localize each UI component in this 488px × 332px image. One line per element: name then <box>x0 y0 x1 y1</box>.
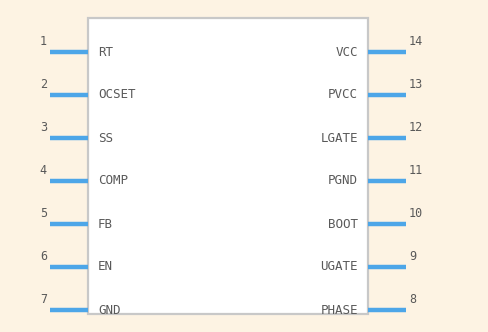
Text: 9: 9 <box>409 250 416 263</box>
Text: PVCC: PVCC <box>328 89 358 102</box>
Text: 1: 1 <box>40 35 47 48</box>
Text: LGATE: LGATE <box>321 131 358 144</box>
Text: SS: SS <box>98 131 113 144</box>
Text: VCC: VCC <box>336 45 358 58</box>
Text: 2: 2 <box>40 78 47 91</box>
Text: 14: 14 <box>409 35 423 48</box>
Text: RT: RT <box>98 45 113 58</box>
Text: 5: 5 <box>40 207 47 220</box>
Text: 11: 11 <box>409 164 423 177</box>
Text: COMP: COMP <box>98 175 128 188</box>
Text: PHASE: PHASE <box>321 303 358 316</box>
Text: BOOT: BOOT <box>328 217 358 230</box>
Text: GND: GND <box>98 303 121 316</box>
Text: 3: 3 <box>40 121 47 134</box>
Text: 10: 10 <box>409 207 423 220</box>
Text: 13: 13 <box>409 78 423 91</box>
Text: 4: 4 <box>40 164 47 177</box>
Bar <box>88 18 368 314</box>
Text: PGND: PGND <box>328 175 358 188</box>
Text: OCSET: OCSET <box>98 89 136 102</box>
Text: FB: FB <box>98 217 113 230</box>
Text: 6: 6 <box>40 250 47 263</box>
Text: 7: 7 <box>40 293 47 306</box>
Text: UGATE: UGATE <box>321 261 358 274</box>
Text: 12: 12 <box>409 121 423 134</box>
Text: 8: 8 <box>409 293 416 306</box>
Text: EN: EN <box>98 261 113 274</box>
